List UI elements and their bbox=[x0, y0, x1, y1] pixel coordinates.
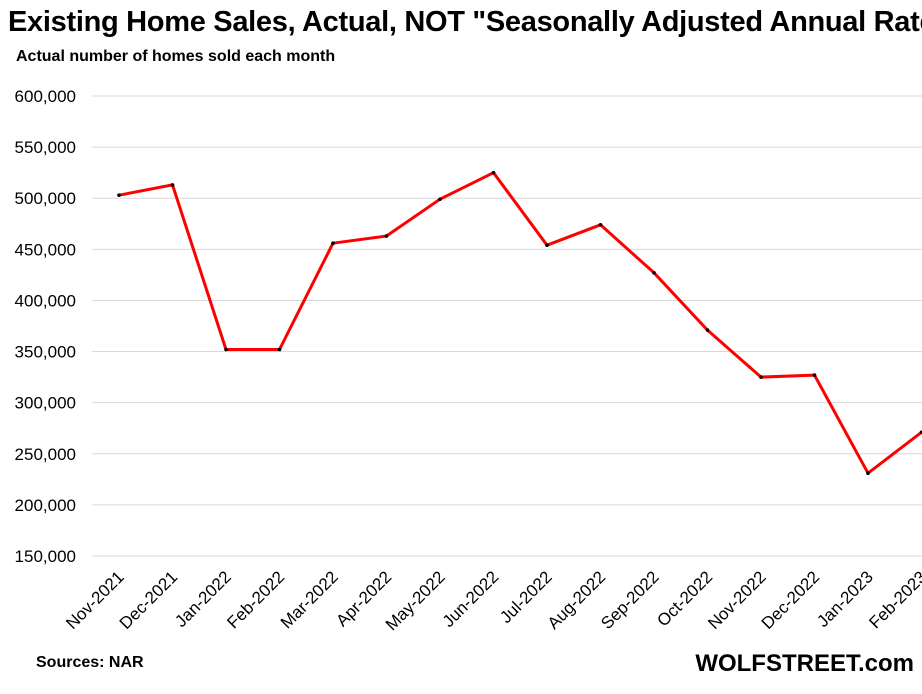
data-point bbox=[277, 347, 282, 352]
data-point bbox=[545, 243, 549, 248]
brand-watermark: WOLFSTREET.com bbox=[695, 650, 914, 677]
series-line bbox=[117, 171, 922, 475]
chart-subtitle: Actual number of homes sold each month bbox=[16, 48, 336, 65]
data-point bbox=[384, 234, 389, 238]
data-point bbox=[170, 183, 175, 187]
x-tick-label: Feb-2023 bbox=[865, 567, 922, 632]
data-point bbox=[919, 430, 922, 435]
y-tick-label: 150,000 bbox=[15, 547, 76, 566]
y-axis-tick-labels: 150,000 200,000 250,000 300,000 350,000 400,0… bbox=[15, 87, 76, 566]
data-point bbox=[652, 271, 656, 275]
x-tick-label: Jun-2022 bbox=[439, 567, 503, 631]
y-tick-label: 300,000 bbox=[15, 394, 76, 413]
x-tick-label: Sep-2022 bbox=[597, 567, 663, 633]
y-tick-label: 550,000 bbox=[15, 138, 76, 157]
data-point bbox=[598, 223, 603, 227]
data-point bbox=[705, 328, 710, 332]
x-tick-label: Mar-2022 bbox=[277, 567, 342, 632]
y-tick-label: 450,000 bbox=[15, 240, 76, 259]
chart-title: Existing Home Sales, Actual, NOT "Season… bbox=[8, 6, 922, 38]
data-point bbox=[812, 373, 817, 377]
y-tick-label: 250,000 bbox=[15, 445, 76, 464]
data-point bbox=[117, 193, 121, 197]
y-tick-label: 500,000 bbox=[15, 189, 76, 208]
x-axis-tick-labels: Nov-2021Dec-2021Jan-2022Feb-2022Mar-2022… bbox=[62, 567, 922, 634]
y-tick-label: 350,000 bbox=[15, 343, 76, 362]
source-note: Sources: NAR bbox=[36, 654, 144, 671]
data-markers bbox=[117, 170, 922, 476]
gridlines bbox=[92, 95, 922, 557]
y-tick-label: 200,000 bbox=[15, 496, 76, 515]
x-tick-label: Dec-2021 bbox=[116, 567, 182, 633]
x-tick-label: May-2022 bbox=[382, 567, 449, 634]
data-point bbox=[438, 197, 442, 202]
series-line-group bbox=[117, 171, 922, 475]
y-tick-label: 600,000 bbox=[15, 87, 76, 106]
data-point bbox=[491, 170, 496, 175]
data-point bbox=[759, 375, 763, 379]
data-point bbox=[331, 241, 335, 245]
y-tick-label: 400,000 bbox=[15, 291, 76, 310]
x-tick-label: Dec-2022 bbox=[758, 567, 824, 633]
x-tick-label: Feb-2022 bbox=[223, 567, 288, 632]
data-point bbox=[866, 471, 870, 476]
data-point bbox=[224, 347, 228, 352]
